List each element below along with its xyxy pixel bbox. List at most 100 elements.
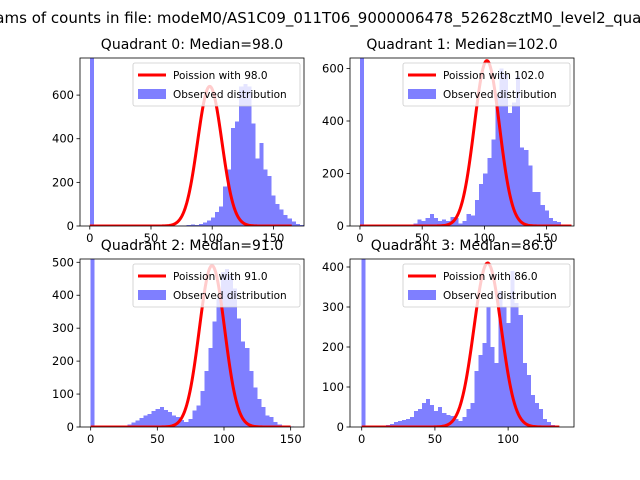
y-tick-label: 500 <box>52 255 74 269</box>
histogram-bar <box>479 184 484 226</box>
legend-box <box>132 62 301 107</box>
legend-hist-swatch <box>138 290 166 300</box>
histogram-bar <box>188 418 193 427</box>
x-tick-label: 50 <box>428 432 443 446</box>
x-tick-label: 100 <box>213 432 235 446</box>
histogram-bar <box>482 343 487 427</box>
x-tick-label: 50 <box>144 231 159 245</box>
histogram-bar <box>223 186 228 226</box>
histogram-bar <box>255 158 260 226</box>
histogram-bar <box>139 417 144 427</box>
x-tick-label: 150 <box>536 231 558 245</box>
histogram-bar <box>490 347 495 427</box>
histogram-bar <box>421 220 426 226</box>
histogram-bar <box>215 211 220 226</box>
histogram-bar <box>446 415 451 427</box>
histogram-bar <box>151 411 156 427</box>
x-tick-label: 0 <box>87 432 94 446</box>
histogram-bar <box>544 210 549 226</box>
histogram-bar <box>557 222 562 226</box>
subplot-title: Quadrant 1: Median=102.0 <box>366 37 557 53</box>
histogram-bar <box>528 165 533 226</box>
legend-box <box>402 263 571 308</box>
histogram-bar <box>287 218 292 226</box>
histogram-bar <box>503 73 508 226</box>
histogram-bar <box>253 387 258 427</box>
histogram-bar <box>271 195 276 226</box>
axes-frame <box>349 57 575 227</box>
histogram-bar <box>487 157 492 226</box>
legend-box <box>402 62 571 107</box>
histogram-bar <box>265 415 270 427</box>
histogram-bar <box>190 224 195 226</box>
histogram-bar <box>206 220 211 226</box>
histogram-bar <box>495 94 500 226</box>
x-tick-label: 50 <box>415 231 430 245</box>
histogram-bar <box>540 205 545 226</box>
y-tick-label: 0 <box>67 420 74 434</box>
histogram-bar <box>233 288 238 427</box>
histogram-bar <box>291 221 296 226</box>
legend-hist-swatch <box>138 89 166 99</box>
subplot-quadrant-2: Quadrant 2: Median=91.0 0 50 100 150 0 100 200… <box>52 238 305 446</box>
histogram-bar <box>458 223 463 226</box>
histogram-bar <box>249 371 254 427</box>
legend-hist-label: Observed distribution <box>443 89 557 101</box>
histogram-bar <box>552 220 558 226</box>
y-tick-label: 400 <box>52 288 74 302</box>
histogram-bar <box>210 217 216 226</box>
histogram-bar <box>219 206 224 226</box>
y-tick-label: 0 <box>337 219 344 233</box>
histogram-bar <box>397 421 402 427</box>
histogram-bar <box>418 409 423 427</box>
histogram-bar <box>202 222 207 226</box>
histogram-bar <box>163 409 168 427</box>
histogram-bar <box>299 224 304 226</box>
histogram-bar <box>251 123 256 226</box>
x-tick-label: 100 <box>497 432 519 446</box>
histogram-bar <box>257 399 262 427</box>
x-tick-label: 50 <box>150 432 165 446</box>
histogram-bar <box>267 175 272 226</box>
histogram-bar <box>361 259 366 427</box>
histogram-bar <box>237 318 242 427</box>
x-tick-label: 100 <box>201 231 223 245</box>
histogram-bar <box>143 415 148 427</box>
y-tick-label: 400 <box>52 132 74 146</box>
histogram-bar <box>406 419 411 427</box>
histogram-bar <box>184 422 189 427</box>
subplot-title: Quadrant 2: Median=91.0 <box>101 238 283 254</box>
histogram-bar <box>442 413 447 427</box>
y-tick-label: 600 <box>52 88 74 102</box>
histogram-bar <box>437 220 443 226</box>
histogram-bar <box>220 272 225 427</box>
histogram-bar <box>194 224 199 226</box>
histogram-bar <box>442 219 447 226</box>
histogram-bar <box>518 315 523 427</box>
histogram-bar <box>546 422 551 427</box>
legend-hist-label: Observed distribution <box>173 89 287 101</box>
histogram-bar <box>155 408 160 427</box>
y-tick-label: 200 <box>322 167 344 181</box>
histogram-bar <box>511 102 517 226</box>
histogram-bar <box>159 407 164 427</box>
histogram-bar <box>524 149 529 226</box>
axes-frame <box>79 57 305 227</box>
y-tick-label: 300 <box>322 300 344 314</box>
histogram-bar <box>212 321 217 427</box>
histogram-bar <box>389 423 394 427</box>
histogram-bar <box>227 169 232 226</box>
subplot-title: Quadrant 3: Median=86.0 <box>371 238 553 254</box>
histogram-bar <box>259 143 264 226</box>
subplot-quadrant-3: Quadrant 3: Median=86.0 0 50 100 0 100 200 300… <box>322 238 575 446</box>
histogram-bar <box>498 291 503 427</box>
histogram-bar <box>273 422 278 427</box>
histogram-bar <box>180 419 185 427</box>
legend-fit-label: Poission with 102.0 <box>443 70 544 82</box>
histogram-bar <box>536 191 541 226</box>
histogram-bar <box>429 214 434 226</box>
histogram-bar <box>516 76 521 226</box>
y-tick-label: 400 <box>322 114 344 128</box>
histogram-bar <box>261 407 266 427</box>
histogram-bar <box>522 363 527 427</box>
